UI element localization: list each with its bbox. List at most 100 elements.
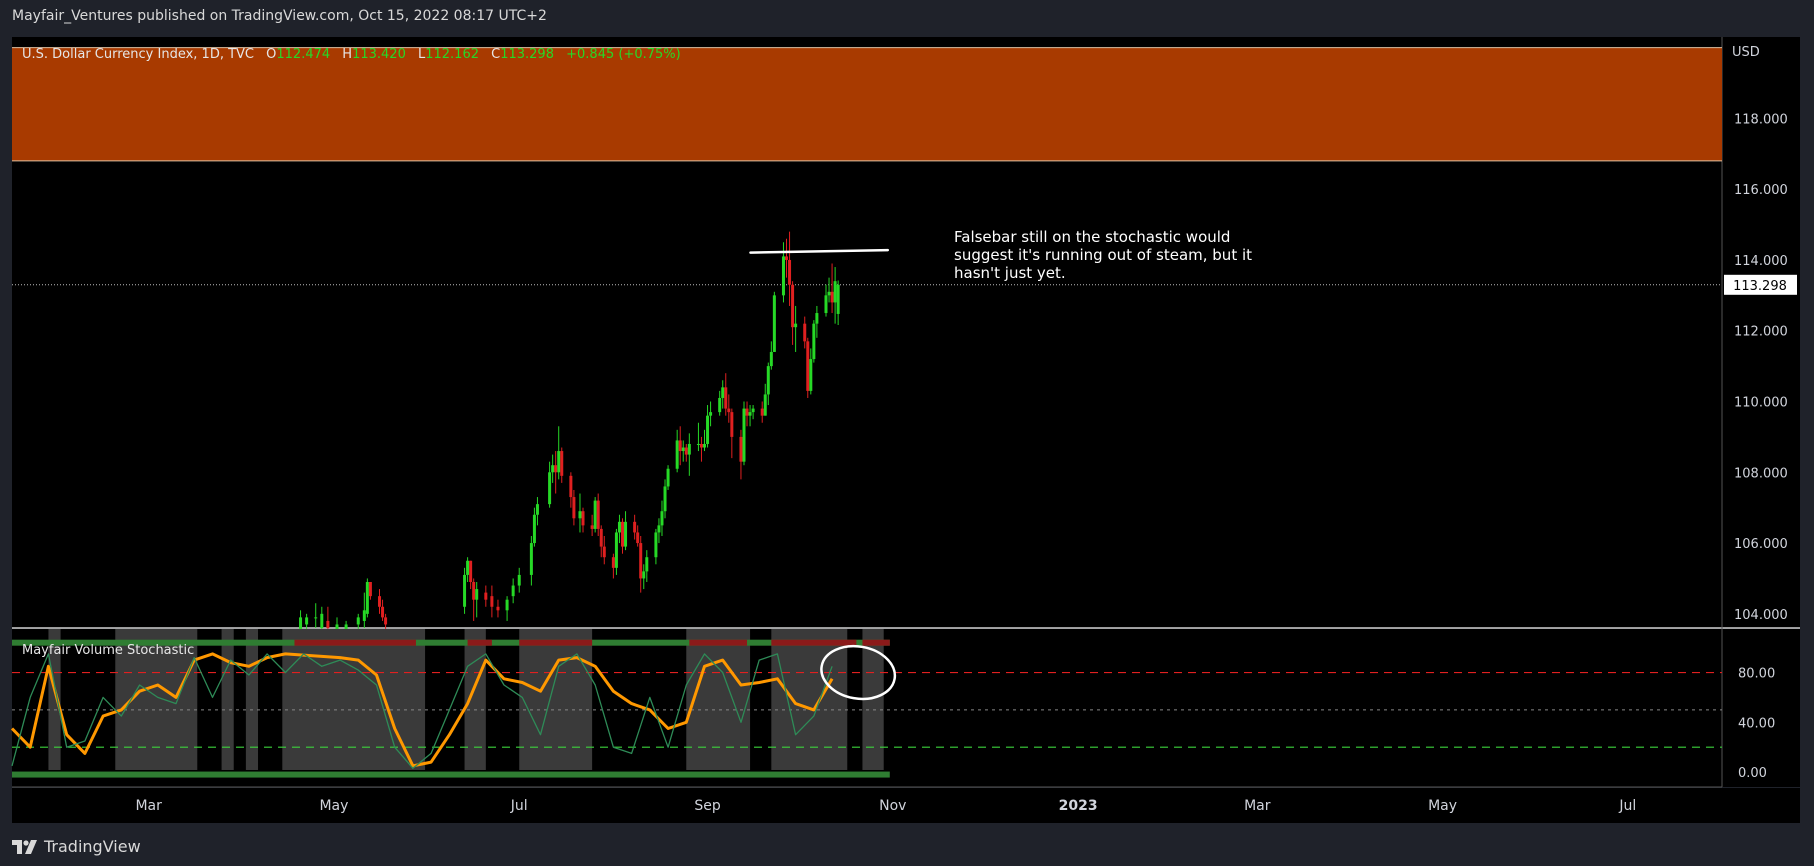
tradingview-logo-icon: [12, 839, 37, 854]
price-tick-label: 110.000: [1734, 396, 1788, 411]
time-tick-label: Mar: [135, 798, 162, 814]
candle-body: [639, 543, 643, 579]
last-price-layer: 113.298: [12, 274, 1797, 295]
candle-body: [684, 447, 688, 455]
time-tick-label: 2023: [1059, 798, 1098, 814]
candle-body: [642, 571, 646, 579]
candle-body: [827, 291, 831, 296]
overbought-band-signal: [689, 639, 748, 646]
candle-body: [560, 451, 564, 476]
candle-body: [636, 532, 640, 544]
candle-body: [675, 440, 679, 469]
time-tick-label: May: [319, 798, 348, 814]
candle-body: [569, 475, 573, 498]
candle-body: [836, 284, 840, 314]
candle-body: [703, 443, 707, 448]
candle-body: [727, 408, 731, 413]
candle-body: [496, 606, 500, 611]
open-label: O: [266, 47, 276, 62]
overbought-band: [12, 639, 890, 646]
candle-body: [803, 323, 807, 342]
candle-body: [763, 394, 767, 416]
candle-body: [748, 412, 752, 416]
candlestick-series: [299, 231, 840, 653]
candle-body: [833, 281, 837, 303]
annotation-line-1: Falsebar still on the stochastic would: [954, 228, 1230, 246]
candle-body: [687, 443, 691, 455]
candle-body: [505, 599, 509, 611]
overbought-band-signal: [294, 639, 416, 646]
falsebar-circle-annotation: [820, 644, 897, 701]
price-tick-label: 104.000: [1734, 608, 1788, 623]
oversold-band: [12, 771, 890, 778]
low-label: L: [418, 47, 426, 62]
overbought-band-signal: [467, 639, 492, 646]
stochastic-indicator: 80.00 40.00 0.00: [10, 629, 1775, 781]
highlight-zone: [245, 629, 259, 770]
candle-body: [475, 589, 479, 600]
candle-body: [739, 436, 743, 462]
stochastic-title: Mayfair Volume Stochastic: [22, 643, 194, 658]
resistance-zone: [12, 47, 1722, 161]
time-tick-label: Jul: [1618, 798, 1636, 814]
price-tick-label: 118.000: [1734, 112, 1788, 127]
price-axis-background: [1722, 37, 1800, 628]
resistance-zone-layer: [12, 47, 1722, 162]
candle-body: [781, 256, 785, 296]
candle-body: [578, 511, 582, 519]
candle-body: [362, 610, 366, 621]
candle-body: [721, 387, 725, 398]
open-value: 112.474: [276, 47, 330, 62]
candle-body: [633, 521, 637, 533]
candle-body: [791, 284, 795, 328]
candle-body: [611, 557, 615, 568]
low-value: 112.162: [425, 47, 479, 62]
candle-body: [469, 560, 473, 582]
candle-body: [718, 397, 722, 413]
time-tick-label: Nov: [879, 798, 906, 814]
highlight-zone: [771, 629, 848, 770]
candle-body: [529, 543, 533, 575]
candle-body: [706, 415, 710, 444]
time-tick-label: Sep: [694, 798, 721, 814]
currency-label: USD: [1732, 45, 1760, 60]
time-tick-label: Jul: [510, 798, 528, 814]
candle-body: [766, 366, 770, 395]
candle-body: [751, 408, 755, 413]
symbol-legend[interactable]: U.S. Dollar Currency Index, 1D, TVC O112…: [22, 47, 681, 62]
candle-body: [624, 521, 628, 547]
annotation-line-2: suggest it's running out of steam, but i…: [954, 246, 1252, 264]
stochastic-axis-background: [1722, 629, 1800, 787]
stochastic-tick-label: 80.00: [1738, 667, 1775, 682]
candle-body: [490, 596, 494, 607]
candle-body: [511, 585, 515, 597]
candle-body: [368, 581, 372, 597]
candle-body: [356, 617, 360, 625]
annotation-line-3: hasn't just yet.: [954, 264, 1066, 282]
candle-body: [696, 443, 700, 445]
time-tick-label: Mar: [1244, 798, 1271, 814]
candle-body: [472, 581, 476, 600]
high-value: 113.420: [352, 47, 406, 62]
tradingview-footer[interactable]: TradingView: [12, 837, 141, 856]
candle-body: [724, 387, 728, 409]
candle-body: [824, 295, 828, 314]
candle-body: [593, 500, 597, 529]
last-price-label: 113.298: [1733, 279, 1787, 294]
candle-body: [742, 408, 746, 462]
candle-body: [551, 465, 555, 473]
candle-body: [666, 468, 670, 487]
candle-body: [745, 408, 749, 416]
candle-body: [484, 592, 488, 600]
candle-body: [654, 532, 658, 558]
candle-body: [365, 581, 369, 614]
candle-body: [384, 617, 388, 625]
candle-body: [517, 574, 521, 586]
candle-body: [599, 528, 603, 547]
overbought-band-signal: [519, 639, 593, 646]
candle-body: [645, 557, 649, 572]
candle-body: [678, 440, 682, 452]
candle-body: [314, 617, 318, 619]
candle-body: [663, 486, 667, 512]
